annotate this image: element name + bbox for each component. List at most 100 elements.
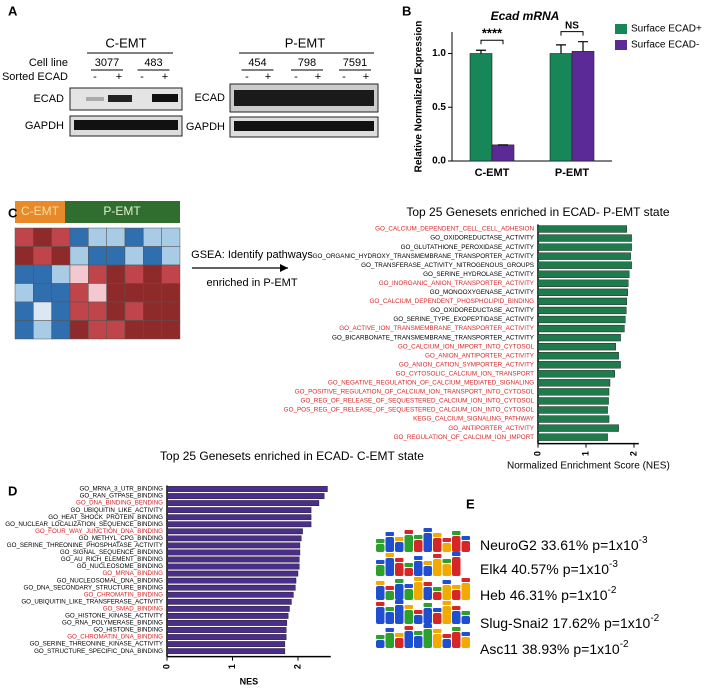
bar [166,627,287,633]
bar [549,53,573,162]
logo-glyph [414,610,423,614]
logo-glyph [423,533,432,552]
geneset-label: GO_BICARBONATE_TRANSMEMBRANE_TRANSPORTER… [332,334,535,341]
bar [537,388,610,396]
heatmap-cell [124,227,144,247]
logo-glyph [452,536,461,552]
heatmap-cell [69,320,89,340]
x-tick-label: 0 [532,451,542,456]
heatmap-cell [88,246,107,266]
motif-p: p=1x10 [573,641,620,657]
motif-p: p=1x10 [561,587,608,603]
logo-glyph [385,612,394,624]
heatmap-cell [143,264,162,284]
error-bar [578,41,588,52]
geneset-label: GO_STRUCTURE_SPECIFIC_DNA_BINDING [34,648,163,655]
bar [166,648,286,655]
sort-sign: + [116,71,122,83]
geneset-label: GO_AU_RICH_ELEMENT_BINDING [61,556,163,563]
logo-glyph [395,537,404,541]
geneset-label: GO_CHROMATIN_BINDING [84,591,163,598]
heatmap-cell [143,246,162,266]
geneset-label: GO_ANTIPORTER_ACTIVITY [448,425,534,432]
logo-glyph [442,639,451,648]
heatmap-cell [143,301,162,321]
motif-percent: 33.61% [541,537,588,553]
logo-glyph [461,541,470,552]
heatmap-cell [88,283,107,303]
panel-label: E [466,496,475,511]
logo-glyph [433,538,442,552]
bar [537,288,628,296]
bar [537,306,627,315]
x-tick-label: 0 [161,664,171,669]
heatmap-cell [33,320,52,340]
geneset-label: GO_POS_REG_OF_RELEASE_OF_SEQUESTERED_CAL… [284,407,535,414]
motif-exponent: -2 [620,639,629,650]
heatmap-cell [33,264,52,284]
heatmap-cell [33,227,52,247]
x-axis-label: Normalized Enrichment Score (NES) [507,461,670,472]
logo-glyph [433,629,442,633]
bar [537,270,630,278]
geneset-label: GO_CALCIUM_DEPENDENT_CELL_CELL_ADHESION [375,226,534,233]
logo-glyph [423,587,432,600]
geneset-label: GO_REG_OF_RELEASE_OF_SEQUESTERED_CALCIUM… [300,398,534,405]
bar [166,563,300,570]
y-tick-label: 0.0 [432,156,446,167]
heatmap-cell [124,320,144,340]
heatmap-cell [124,283,144,303]
geneset-label: GO_TRANSFERASE_ACTIVITY_NITROGENOUS_GROU… [361,262,534,269]
logo-glyph [414,556,423,560]
logo-glyph [395,563,404,576]
logo-glyph [452,557,461,576]
heatmap-cell [69,264,89,284]
bar [166,620,288,626]
cell-line-label: Cell line [29,57,68,69]
logo-glyph [423,624,432,628]
cell-line: 7591 [343,57,367,69]
bar [537,370,616,378]
blot-band [152,94,178,102]
heatmap [14,201,181,340]
motif-exponent: -3 [639,535,648,546]
bar [537,343,616,351]
logo-glyph [461,632,470,636]
logo-glyph [376,544,385,552]
heatmap-cell [33,283,52,303]
heatmap-cell [106,227,126,247]
heatmap-cell [106,301,126,321]
logo-glyph [414,561,423,576]
bar [537,415,610,423]
logo-glyph [385,558,394,576]
bar [537,397,609,405]
bar [537,333,621,342]
geneset-label: GO_FOUR_WAY_JUNCTION_DNA_BINDING [35,528,163,535]
bar [537,234,632,242]
motif-text: Heb 46.31% p=1x10-2 [480,585,617,603]
logo-glyph [442,634,451,638]
bar [166,500,320,506]
logo-glyph [442,601,451,605]
x-axis-label: NES [240,676,259,686]
logo-glyph [385,537,394,552]
blot-band [86,97,104,101]
logo-glyph [414,582,423,600]
geneset-label: GO_HISTONE_BINDING [93,627,163,634]
heatmap-group: P-EMT [103,204,141,218]
logo-glyph [395,542,404,552]
heatmap-group: C-EMT [21,204,60,218]
logo-glyph [433,559,442,576]
heatmap-cell [143,320,162,340]
bar [166,535,302,542]
logo-glyph [395,633,404,637]
geneset-label: GO_NUCLEAR_LOCALIZATION_SEQUENCE_BINDING [5,521,163,528]
logo-glyph [395,579,404,583]
motif-percent: 46.31% [510,587,557,603]
logo-glyph [385,591,394,600]
motif-name: Heb [480,587,506,603]
x-tick-label: 1 [227,664,237,669]
error-bar [476,49,486,54]
bar [537,324,625,333]
heatmap-cell [33,246,52,266]
